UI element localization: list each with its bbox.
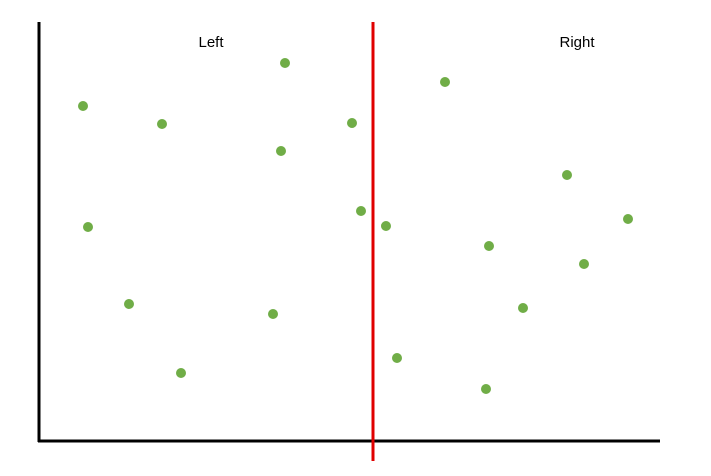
left-label: Left: [198, 34, 224, 51]
point: [440, 77, 450, 87]
point: [481, 384, 491, 394]
point: [347, 118, 357, 128]
point: [276, 146, 286, 156]
point: [623, 214, 633, 224]
right-label: Right: [559, 34, 595, 51]
point: [157, 119, 167, 129]
point: [78, 101, 88, 111]
point: [381, 221, 391, 231]
point: [562, 170, 572, 180]
point: [484, 241, 494, 251]
point: [518, 303, 528, 313]
point: [268, 309, 278, 319]
point: [280, 58, 290, 68]
point: [579, 259, 589, 269]
points: [78, 58, 633, 394]
point: [124, 299, 134, 309]
point: [176, 368, 186, 378]
point: [83, 222, 93, 232]
point: [356, 206, 366, 216]
point: [392, 353, 402, 363]
